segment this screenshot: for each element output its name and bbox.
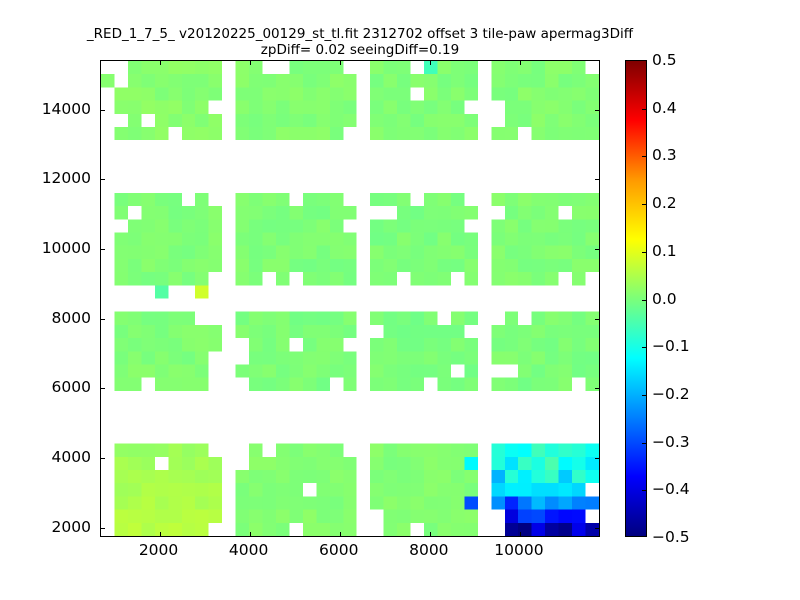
colorbar-label--0.4: −0.4 (652, 480, 690, 499)
y-tick-8000 (595, 318, 599, 320)
colorbar-tick--0.1 (642, 347, 646, 349)
x-tick-2000 (159, 532, 161, 536)
colorbar-tick-0 (642, 299, 646, 301)
colorbar-tick-0.2 (642, 204, 646, 206)
y-tick-2000 (595, 527, 599, 529)
colorbar-label--0.5: −0.5 (652, 528, 690, 546)
colorbar[interactable] (625, 60, 647, 537)
y-tick-8000 (101, 318, 105, 320)
x-tick-label-2000: 2000 (138, 541, 179, 559)
colorbar-label-0.2: 0.2 (652, 194, 677, 213)
colorbar-label-0.4: 0.4 (652, 98, 677, 117)
colorbar-label-0.5: 0.5 (652, 51, 677, 69)
colorbar-gradient (626, 61, 646, 536)
y-tick-label-6000: 6000 (51, 378, 91, 397)
y-tick-label-10000: 10000 (41, 239, 91, 257)
x-tick-6000 (339, 61, 341, 65)
plot-axes[interactable] (100, 60, 600, 537)
colorbar-label--0.1: −0.1 (652, 337, 690, 356)
x-tick-label-8000: 8000 (409, 541, 449, 559)
colorbar-tick--0.4 (642, 490, 646, 492)
y-tick-14000 (101, 109, 105, 111)
y-tick-12000 (595, 179, 599, 181)
x-tick-6000 (339, 532, 341, 536)
colorbar-label-0: 0.0 (652, 289, 677, 308)
y-tick-4000 (101, 457, 105, 459)
x-tick-label-4000: 4000 (228, 541, 269, 559)
y-tick-10000 (101, 249, 105, 250)
y-tick-14000 (595, 109, 599, 111)
y-tick-label-12000: 12000 (41, 169, 91, 188)
x-tick-10000 (519, 61, 521, 65)
y-tick-10000 (595, 249, 599, 250)
x-tick-4000 (249, 61, 251, 65)
y-tick-4000 (595, 457, 599, 459)
x-tick-8000 (429, 61, 431, 65)
x-tick-label-10000: 10000 (494, 541, 544, 559)
y-tick-12000 (101, 179, 105, 181)
colorbar-label-0.3: 0.3 (652, 146, 677, 165)
colorbar-label--0.2: −0.2 (652, 384, 690, 403)
colorbar-tick--0.3 (642, 442, 646, 444)
y-tick-6000 (595, 388, 599, 390)
y-tick-2000 (101, 527, 105, 529)
heatmap-image (101, 61, 599, 536)
x-tick-4000 (249, 532, 251, 536)
colorbar-tick-0.3 (642, 156, 646, 158)
y-tick-label-4000: 4000 (51, 447, 91, 466)
colorbar-label--0.3: −0.3 (652, 432, 690, 451)
colorbar-tick--0.2 (642, 394, 646, 396)
y-tick-label-14000: 14000 (41, 99, 91, 118)
plot-title: _RED_1_7_5_ v20120225_00129_st_tl.fit 23… (0, 26, 720, 59)
y-tick-6000 (101, 388, 105, 390)
y-tick-label-8000: 8000 (51, 308, 91, 327)
x-tick-2000 (159, 61, 161, 65)
title-line-2: zpDiff= 0.02 seeingDiff=0.19 (260, 42, 460, 59)
colorbar-tick-0.4 (642, 108, 646, 110)
colorbar-label-0.1: 0.1 (652, 241, 677, 260)
x-tick-8000 (429, 532, 431, 536)
title-line-1: _RED_1_7_5_ v20120225_00129_st_tl.fit 23… (86, 26, 634, 42)
y-tick-label-2000: 2000 (51, 517, 91, 536)
x-tick-10000 (519, 532, 521, 536)
x-tick-label-6000: 6000 (319, 541, 359, 559)
colorbar-tick-0.1 (642, 251, 646, 253)
